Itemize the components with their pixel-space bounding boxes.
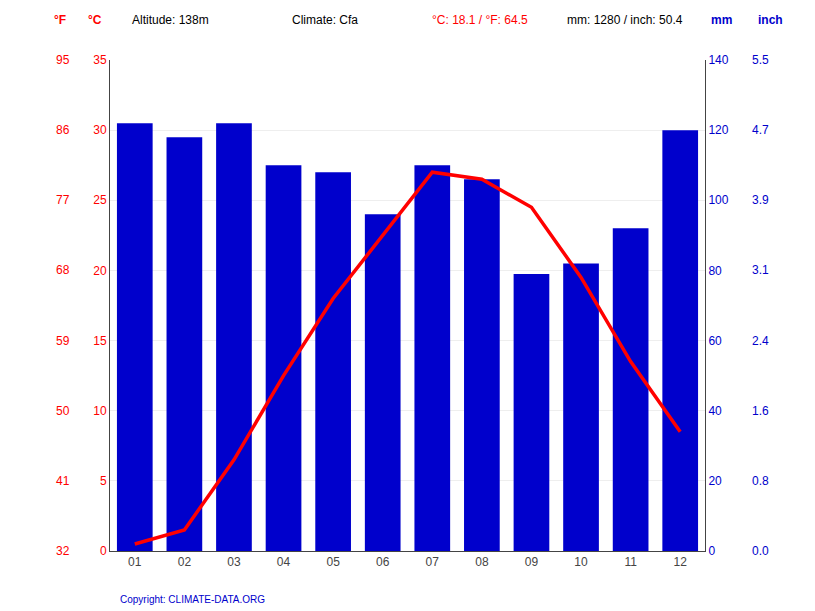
svg-text:Copyright: CLIMATE-DATA.ORG: Copyright: CLIMATE-DATA.ORG [120, 594, 265, 605]
svg-text:06: 06 [376, 555, 390, 569]
svg-text:60: 60 [708, 334, 722, 348]
svg-text:50: 50 [56, 404, 70, 418]
svg-text:°C: °C [88, 13, 102, 27]
svg-text:10: 10 [93, 404, 107, 418]
svg-text:4.7: 4.7 [752, 123, 769, 137]
svg-text:mm: 1280 / inch: 50.4: mm: 1280 / inch: 50.4 [567, 13, 683, 27]
svg-text:09: 09 [525, 555, 539, 569]
svg-text:80: 80 [708, 264, 722, 278]
svg-text:30: 30 [93, 123, 107, 137]
svg-text:0: 0 [100, 544, 107, 558]
svg-text:inch: inch [758, 13, 783, 27]
svg-text:04: 04 [277, 555, 291, 569]
svg-text:20: 20 [708, 474, 722, 488]
svg-text:03: 03 [227, 555, 241, 569]
svg-text:01: 01 [128, 555, 142, 569]
svg-text:77: 77 [56, 193, 70, 207]
svg-text:5: 5 [100, 474, 107, 488]
svg-text:°C: 18.1 / °F: 64.5: °C: 18.1 / °F: 64.5 [432, 13, 528, 27]
svg-text:05: 05 [326, 555, 340, 569]
svg-text:02: 02 [178, 555, 192, 569]
svg-text:3.9: 3.9 [752, 193, 769, 207]
svg-text:0.0: 0.0 [752, 544, 769, 558]
svg-text:100: 100 [708, 193, 728, 207]
svg-text:20: 20 [93, 264, 107, 278]
svg-text:07: 07 [426, 555, 440, 569]
svg-text:95: 95 [56, 53, 70, 67]
svg-text:Altitude: 138m: Altitude: 138m [132, 13, 209, 27]
svg-text:59: 59 [56, 334, 70, 348]
svg-text:32: 32 [56, 544, 70, 558]
svg-text:15: 15 [93, 334, 107, 348]
svg-text:41: 41 [56, 474, 70, 488]
svg-text:mm: mm [711, 13, 732, 27]
svg-text:0: 0 [708, 544, 715, 558]
svg-text:5.5: 5.5 [752, 53, 769, 67]
svg-text:40: 40 [708, 404, 722, 418]
svg-text:120: 120 [708, 123, 728, 137]
svg-text:25: 25 [93, 193, 107, 207]
svg-text:11: 11 [624, 555, 637, 569]
svg-text:140: 140 [708, 53, 728, 67]
svg-text:1.6: 1.6 [752, 404, 769, 418]
svg-text:12: 12 [674, 555, 688, 569]
svg-text:Climate: Cfa: Climate: Cfa [292, 13, 358, 27]
svg-text:°F: °F [54, 13, 66, 27]
svg-text:08: 08 [475, 555, 489, 569]
svg-text:10: 10 [574, 555, 588, 569]
svg-text:2.4: 2.4 [752, 334, 769, 348]
svg-text:0.8: 0.8 [752, 474, 769, 488]
svg-text:3.1: 3.1 [752, 263, 769, 277]
svg-text:35: 35 [93, 53, 107, 67]
svg-text:86: 86 [56, 123, 70, 137]
svg-text:68: 68 [56, 263, 70, 277]
